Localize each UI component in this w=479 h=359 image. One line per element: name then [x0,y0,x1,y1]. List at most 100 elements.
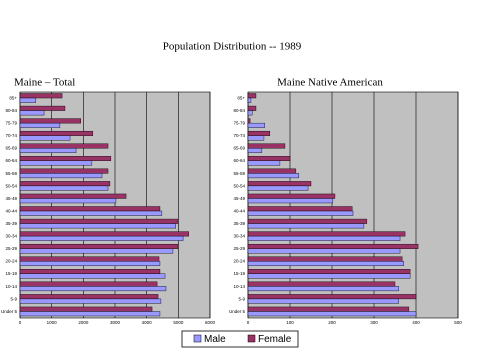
y-tick-label: 85+ [237,95,245,100]
bar [247,261,405,266]
bar [247,210,354,216]
bar [247,156,291,162]
bar [247,97,252,103]
y-tick-label: 20-24 [233,259,245,264]
bar [19,261,161,266]
bar [247,243,419,249]
bar [247,160,281,166]
page-title: Population Distribution -- 1989 [163,41,302,53]
x-tick-label: 200 [328,320,336,325]
y-tick-label: 70-74 [5,133,17,138]
x-tick-label: 2000 [78,320,89,325]
bar [19,185,109,191]
bar [247,173,300,179]
y-tick-label: 5-9 [238,296,245,301]
bar [19,231,189,237]
bar [247,218,368,224]
bar [247,130,271,136]
bar [247,281,396,287]
y-tick-label: 25-29 [233,246,245,251]
y-tick-label: 45-49 [5,196,17,201]
bar [19,105,66,111]
y-tick-label: 15-19 [5,271,17,276]
y-tick-label: 60-64 [233,158,245,163]
bar [19,206,161,212]
y-tick-label: 85+ [9,95,17,100]
y-tick-label: 40-44 [5,208,17,213]
y-tick-label: 25-29 [5,246,17,251]
bar [247,231,406,237]
y-tick-label: 30-34 [5,234,17,239]
bar [247,135,265,141]
bar [19,122,61,128]
bar [19,281,158,287]
bar [19,193,127,199]
y-tick-label: 65-69 [5,146,17,151]
bar [19,110,45,116]
y-tick-label: 15-19 [233,271,245,276]
bar [19,298,162,304]
bar [247,306,410,312]
bar [19,306,153,312]
bar [247,118,251,124]
y-tick-label: 35-39 [233,221,245,226]
bar [247,185,309,191]
y-tick-label: 50-54 [5,183,17,188]
bar [19,173,103,179]
bar [247,223,365,229]
y-tick-label: 20-24 [5,259,17,264]
bar [19,130,94,136]
y-tick-label: 10-14 [233,284,245,289]
y-tick-label: 75-79 [5,121,17,126]
y-tick-label: 30-34 [233,234,245,239]
x-tick-label: 100 [286,320,294,325]
bar [19,294,159,300]
bar [247,148,263,153]
bar [247,93,257,99]
y-tick-label: 10-14 [5,284,17,289]
y-tick-label: 70-74 [233,133,245,138]
x-tick-label: 0 [19,320,22,325]
bar [19,248,174,254]
bar [19,93,63,99]
y-tick-label: 55-59 [233,171,245,176]
x-tick-label: 400 [412,320,420,325]
bar [247,193,336,199]
y-tick-label: Under 5 [1,309,18,314]
bar [247,269,411,275]
bar [19,243,179,249]
bar [19,143,109,149]
x-tick-label: 4000 [142,320,153,325]
bar [247,181,312,187]
bar [247,168,297,174]
x-tick-label: 1000 [47,320,58,325]
legend-label: Male [204,334,226,345]
bar [19,235,184,241]
bar [247,110,253,116]
bar [19,286,167,292]
x-tick-label: 5000 [173,320,184,325]
bar [19,135,71,141]
bar [19,156,112,162]
bar [19,168,109,174]
bar [247,286,399,292]
x-tick-label: 6000 [205,320,216,325]
legend-swatch [193,334,202,343]
y-tick-label: 45-49 [233,196,245,201]
y-tick-label: 35-39 [5,221,17,226]
bar [247,235,401,241]
bar [19,273,166,279]
x-tick-label: 300 [370,320,378,325]
y-tick-label: 75-79 [233,121,245,126]
bar [19,148,77,153]
bar [247,298,399,304]
legend-label: Female [258,334,292,345]
bar [19,269,161,275]
bar [247,273,411,279]
bar [19,118,81,124]
bar [19,218,179,224]
plot-area [247,91,459,319]
y-tick-label: 80-84 [5,108,17,113]
bar [19,97,37,103]
